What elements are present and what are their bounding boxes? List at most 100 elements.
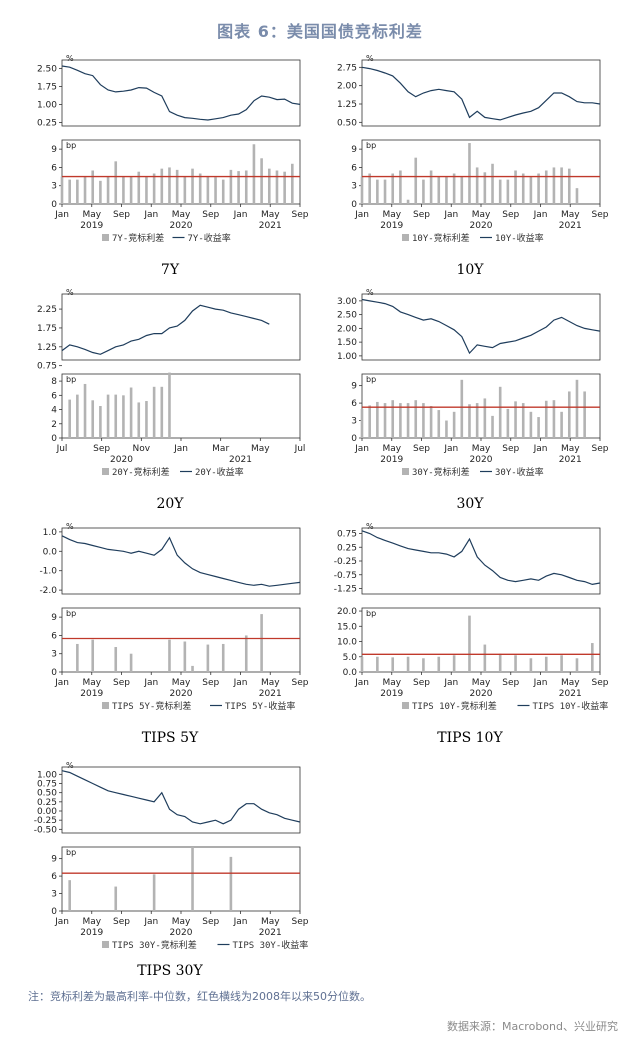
top-y-tick-label: 0.75	[37, 362, 57, 372]
bottom-y-tick-label: 3	[51, 890, 57, 900]
bid-spread-bar	[137, 402, 141, 438]
bid-spread-bar	[491, 415, 494, 438]
bid-spread-bar	[483, 172, 487, 204]
bid-spread-bar	[183, 641, 187, 672]
bottom-plot-frame	[361, 607, 601, 673]
bid-spread-bar	[106, 394, 110, 438]
bid-spread-bar	[360, 408, 364, 438]
x-year-label: 2020	[170, 689, 193, 699]
bid-spread-bar	[376, 656, 379, 672]
bid-spread-bar	[544, 170, 548, 204]
bid-spread-bar	[368, 405, 371, 438]
bid-spread-bar	[475, 167, 479, 204]
bid-spread-bar	[160, 168, 164, 204]
x-tick-label: Jan	[54, 210, 69, 220]
bid-spread-bar	[291, 163, 294, 204]
bid-spread-bar	[452, 411, 456, 438]
bottom-y-tick-label: 3	[351, 182, 357, 192]
legend-bar-swatch	[402, 468, 409, 475]
bid-spread-bar	[560, 655, 563, 672]
legend-bar-label: TIPS 5Y-竞标利差	[112, 700, 191, 712]
x-year-label: 2019	[80, 928, 103, 938]
x-year-label: 2019	[380, 689, 403, 699]
x-year-label: 2019	[380, 455, 403, 465]
top-y-tick-label: 2.00	[337, 82, 357, 92]
bid-spread-bar	[422, 658, 425, 672]
top-y-tick-label: 2.00	[337, 324, 357, 334]
x-year-label: 2020	[470, 689, 493, 699]
top-y-tick-label: 0.25	[37, 118, 57, 128]
top-y-tick-label: -0.25	[34, 816, 57, 826]
bid-spread-bar	[552, 400, 556, 438]
bid-spread-bar	[460, 176, 464, 204]
bid-spread-bar	[252, 144, 256, 204]
bid-spread-bar	[506, 408, 510, 438]
x-tick-label: Jan	[143, 678, 158, 688]
top-unit-label: %	[366, 522, 374, 531]
x-year-label: 2020	[110, 455, 133, 465]
bid-spread-bar	[114, 886, 118, 911]
x-tick-label: Jan	[233, 210, 248, 220]
bid-spread-bar	[360, 656, 364, 672]
x-tick-label: May	[382, 210, 401, 220]
bottom-y-tick-label: 6	[351, 399, 357, 409]
bid-spread-bar	[506, 179, 510, 204]
x-tick-label: Sep	[202, 210, 219, 220]
bid-spread-bar	[406, 656, 410, 672]
legend-line-label: TIPS 30Y-收益率	[233, 939, 309, 951]
x-tick-label: Jan	[354, 210, 369, 220]
top-y-tick-label: 0.00	[37, 807, 57, 817]
top-plot-frame	[61, 59, 301, 127]
legend-bar-swatch	[402, 234, 409, 241]
legend-line-label: TIPS 5Y-收益率	[225, 700, 295, 712]
bid-spread-bar	[68, 880, 71, 911]
bid-spread-bar	[483, 398, 487, 438]
bottom-unit-label: bp	[66, 375, 76, 384]
bottom-y-tick-label: 10.0	[337, 638, 357, 648]
top-y-tick-label: 0.75	[337, 530, 357, 540]
x-year-label: 2020	[470, 221, 493, 231]
x-tick-label: May	[261, 917, 280, 927]
yield-line	[61, 65, 301, 121]
bid-spread-bar	[437, 410, 441, 438]
bid-spread-bar	[229, 169, 233, 204]
x-tick-label: Jan	[233, 678, 248, 688]
legend-bar-label: 30Y-竞标利差	[412, 466, 470, 478]
bid-spread-bar	[445, 176, 448, 204]
top-y-tick-label: 2.25	[37, 305, 57, 315]
bottom-plot-frame	[361, 373, 601, 439]
bid-spread-bar	[529, 411, 533, 438]
bid-spread-bar	[437, 656, 441, 672]
x-tick-label: May	[561, 210, 580, 220]
bid-spread-bar	[206, 175, 210, 204]
x-tick-label: May	[251, 444, 270, 454]
bid-spread-bar	[529, 176, 533, 204]
bottom-y-tick-label: 9	[351, 382, 357, 392]
bid-spread-bar	[114, 161, 118, 204]
bid-spread-bar	[575, 658, 579, 672]
x-tick-label: Jan	[533, 444, 548, 454]
yield-line	[361, 298, 601, 355]
bid-spread-bar	[114, 394, 118, 438]
bid-spread-bar	[422, 179, 425, 204]
yield-line	[361, 530, 601, 586]
chart-caption: TIPS 30Y	[137, 963, 203, 979]
x-year-label: 2021	[229, 455, 252, 465]
footnote: 注：竞标利差为最高利率-中位数，红色横线为2008年以来50分位数。	[28, 990, 371, 1003]
bottom-y-tick-label: 0.0	[343, 668, 358, 678]
top-plot-frame	[361, 59, 601, 127]
x-tick-label: Sep	[502, 210, 519, 220]
bottom-plot-frame	[61, 846, 301, 912]
bid-spread-bar	[399, 170, 402, 204]
x-tick-label: Sep	[413, 210, 430, 220]
bid-spread-bar	[445, 420, 448, 438]
x-tick-label: Nov	[133, 444, 151, 454]
bid-spread-bar	[244, 635, 248, 672]
top-y-tick-label: 1.25	[37, 343, 57, 353]
top-y-tick-label: 0.25	[337, 543, 357, 553]
x-year-label: 2021	[259, 689, 282, 699]
top-unit-label: %	[66, 522, 74, 531]
bottom-plot-frame	[61, 139, 301, 205]
